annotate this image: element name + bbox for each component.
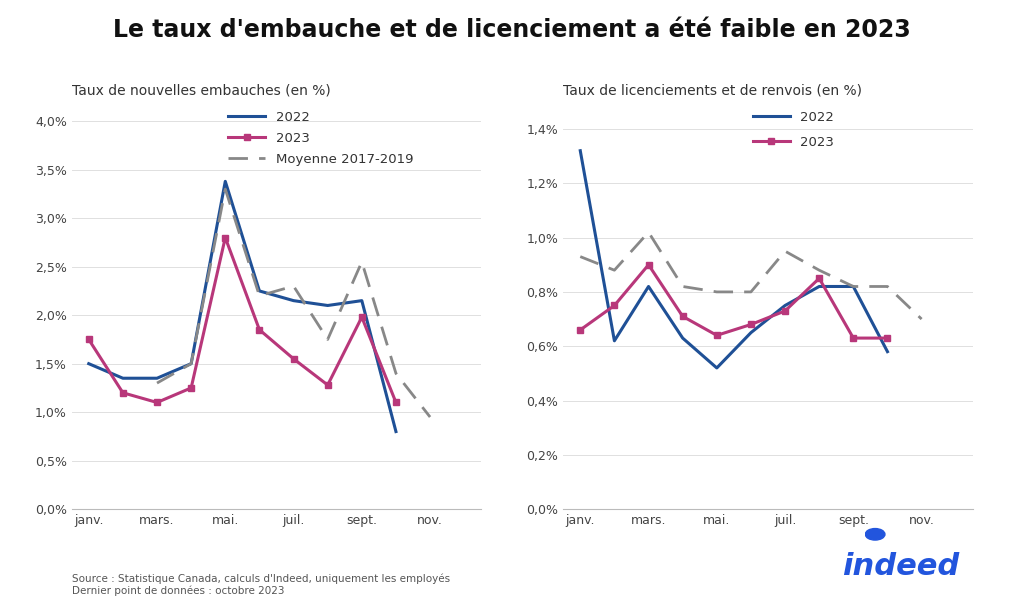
Text: Le taux d'embauche et de licenciement a été faible en 2023: Le taux d'embauche et de licenciement a … bbox=[113, 18, 911, 42]
Text: Taux de licenciements et de renvois (en %): Taux de licenciements et de renvois (en … bbox=[563, 84, 862, 98]
Legend: 2022, 2023: 2022, 2023 bbox=[750, 108, 837, 152]
Legend: 2022, 2023, Moyenne 2017-2019: 2022, 2023, Moyenne 2017-2019 bbox=[225, 108, 416, 168]
Text: Taux de nouvelles embauches (en %): Taux de nouvelles embauches (en %) bbox=[72, 84, 331, 98]
Text: Source : Statistique Canada, calculs d'Indeed, uniquement les employés
Dernier p: Source : Statistique Canada, calculs d'I… bbox=[72, 573, 450, 596]
Text: indeed: indeed bbox=[843, 552, 959, 581]
Circle shape bbox=[865, 528, 885, 540]
